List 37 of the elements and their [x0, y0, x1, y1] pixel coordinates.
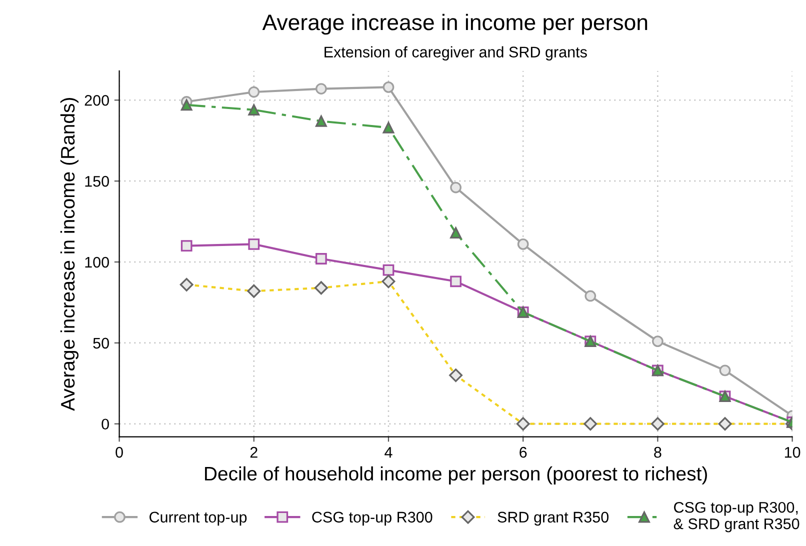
- x-tick-label: 8: [654, 446, 662, 458]
- point: [248, 238, 260, 250]
- point: [584, 290, 596, 302]
- point: [382, 122, 394, 134]
- y-axis-title: Average increase in income (Rands): [60, 98, 79, 411]
- x-tick-label: 2: [250, 446, 258, 458]
- y-tick-label: 150: [85, 176, 109, 187]
- point: [315, 83, 327, 94]
- legend-label: CSG top-up R300: [312, 512, 432, 526]
- point: [315, 253, 327, 264]
- point: [450, 182, 462, 194]
- x-tick-label: 10: [784, 446, 800, 458]
- point: [652, 336, 664, 347]
- y-tick-label: 200: [84, 94, 109, 106]
- y-tick-label: 50: [93, 338, 109, 349]
- point: [450, 227, 462, 239]
- point: [719, 364, 731, 376]
- chart-title: Average increase in income per person: [262, 14, 648, 35]
- point: [517, 238, 529, 250]
- x-tick-label: 0: [116, 446, 123, 458]
- legend-label: Current top-up: [150, 512, 247, 526]
- point: [315, 115, 327, 127]
- point: [382, 81, 394, 93]
- y-tick-label: 0: [102, 418, 109, 430]
- x-tick-label: 6: [520, 446, 527, 458]
- point: [382, 264, 394, 276]
- point: [180, 99, 192, 111]
- point: [248, 86, 260, 98]
- chart-subtitle: Extension of caregiver and SRD grants: [324, 46, 587, 60]
- x-tick-label: 4: [384, 447, 392, 458]
- point: [248, 104, 260, 116]
- y-tick-label: 100: [85, 256, 109, 268]
- x-axis-title: Decile of household income per person (poorest to richest): [205, 466, 707, 484]
- point: [180, 240, 192, 252]
- point: [450, 276, 462, 288]
- legend-label: SRD grant R350: [498, 512, 609, 526]
- legend-label: CSG top-up R300, & SRD grant R350: [674, 502, 800, 532]
